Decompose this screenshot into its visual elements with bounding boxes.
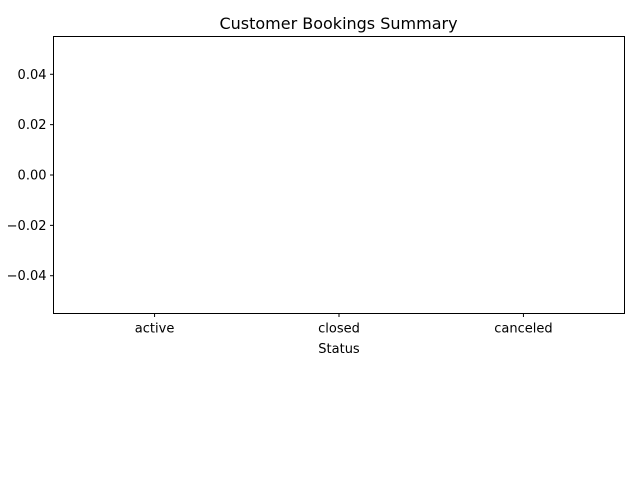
- y-tick-label: 0.04: [18, 68, 47, 83]
- y-tick-label: 0.02: [18, 118, 47, 133]
- x-tick-label-active: active: [135, 322, 175, 337]
- y-tick-label: −0.02: [7, 219, 47, 234]
- y-axis: 0.04 0.02 0.00 −0.02 −0.04: [7, 68, 54, 284]
- x-axis: active closed canceled: [135, 313, 553, 337]
- plot-area: [53, 36, 625, 314]
- x-axis-label: Status: [318, 342, 360, 357]
- chart-title: Customer Bookings Summary: [219, 14, 457, 33]
- x-tick-label-canceled: canceled: [494, 322, 552, 337]
- y-tick-label: −0.04: [7, 269, 47, 284]
- x-tick-label-closed: closed: [318, 322, 360, 337]
- y-tick-label: 0.00: [18, 169, 47, 184]
